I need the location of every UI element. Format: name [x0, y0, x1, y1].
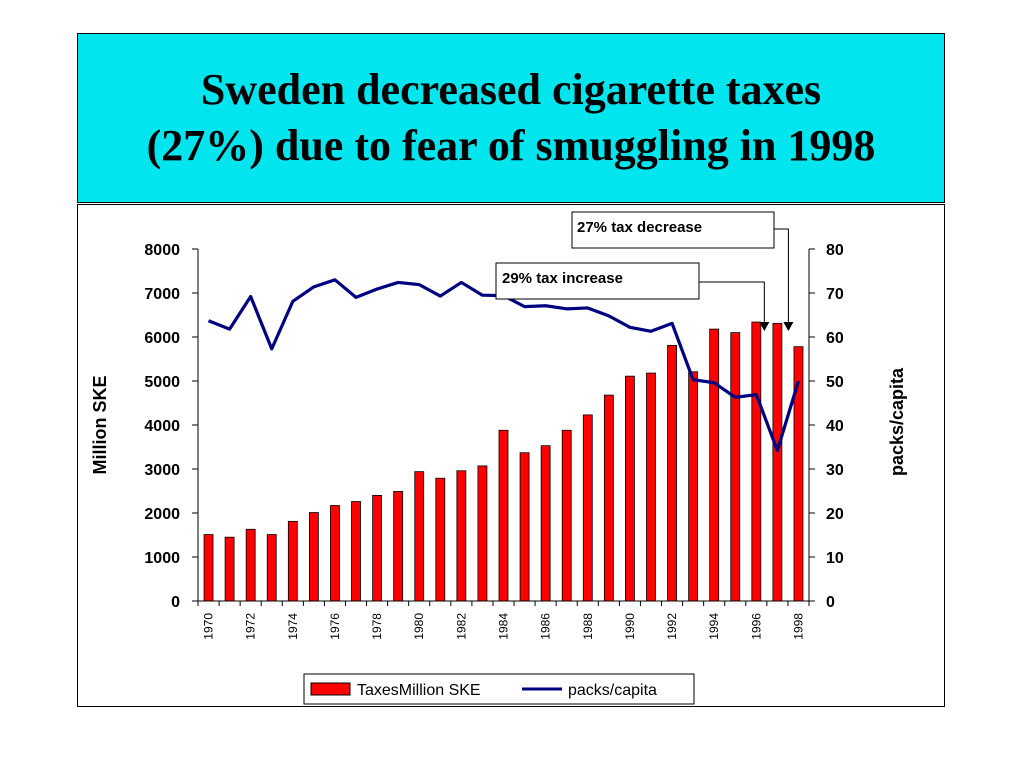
left-tick-label: 0 [171, 594, 180, 611]
x-tick-label: 1996 [749, 613, 763, 640]
bar-1993 [688, 371, 699, 602]
axes: 0 1000 2000 3000 4000 5000 6000 7000 8000 0 10 20 30… [90, 242, 907, 640]
annotation-arrow-decrease [783, 322, 794, 331]
annotation-leader-decrease [774, 228, 789, 322]
bar-1973 [266, 534, 277, 602]
right-tick-label: 40 [826, 418, 844, 435]
bar-1977 [351, 501, 361, 602]
bar-1970 [203, 534, 214, 602]
right-tick-label: 10 [826, 550, 844, 567]
x-tick-label: 1980 [412, 613, 426, 640]
bar-1992 [667, 344, 677, 602]
bar-1980 [414, 471, 425, 602]
right-tick-label: 50 [826, 374, 844, 391]
bar-1991 [646, 372, 656, 602]
bar-1979 [393, 491, 404, 602]
bar-1974 [287, 520, 298, 602]
left-tick-label: 4000 [144, 418, 180, 435]
legend-swatch-taxes [310, 682, 351, 696]
bar-1975 [308, 512, 319, 602]
x-tick-label: 1994 [707, 613, 721, 640]
right-tick-label: 0 [826, 594, 835, 611]
left-axis-title: Million SKE [90, 376, 110, 475]
bar-1976 [330, 505, 340, 602]
x-tick-label: 1976 [328, 613, 342, 640]
right-tick-label: 60 [826, 330, 844, 347]
left-tick-label: 1000 [144, 550, 180, 567]
x-tick-label: 1970 [202, 613, 216, 640]
annotation-text-decrease: 27% tax decrease [577, 219, 702, 236]
bar-1985 [519, 452, 530, 602]
left-tick-label: 8000 [144, 242, 180, 259]
bar-1988 [582, 414, 593, 602]
annotation-box-decrease [571, 211, 775, 249]
x-tick-label: 1978 [370, 613, 384, 640]
x-tick-label: 1972 [244, 613, 258, 640]
bar-series [203, 321, 804, 602]
x-tick-label: 1986 [539, 613, 553, 640]
left-tick-label: 2000 [144, 506, 180, 523]
title-banner: Sweden decreased cigarette taxes (27%) d… [77, 33, 945, 203]
right-axis-title: packs/capita [887, 367, 907, 476]
right-tick-label: 70 [826, 286, 844, 303]
title-line-1: Sweden decreased cigarette taxes [200, 65, 822, 114]
bar-1994 [709, 328, 720, 602]
bar-1995 [730, 332, 741, 602]
annotations: 27% tax decrease 29% tax increase [495, 211, 794, 331]
right-tick-label: 30 [826, 462, 844, 479]
x-tick-label: 1984 [497, 613, 511, 640]
bar-1996 [751, 321, 762, 602]
bar-1972 [245, 528, 256, 602]
bar-1997 [772, 322, 783, 602]
left-tick-label: 5000 [144, 374, 180, 391]
x-tick-label: 1988 [581, 613, 595, 640]
legend-label-taxes: TaxesMillion SKE [357, 682, 481, 699]
legend-box [303, 673, 695, 705]
bar-1986 [540, 445, 551, 602]
x-tick-label: 1990 [623, 613, 637, 640]
left-tick-label: 6000 [144, 330, 180, 347]
right-tick-label: 20 [826, 506, 844, 523]
legend-label-packs: packs/capita [568, 682, 657, 699]
title-line-2: (27%) due to fear of smuggling in 1998 [146, 121, 876, 170]
chart-panel: 0 1000 2000 3000 4000 5000 6000 7000 8000 0 10 20 30… [77, 204, 945, 707]
annotation-leader-increase [699, 281, 765, 322]
bar-1990 [625, 375, 635, 602]
annotation-box-increase [495, 262, 700, 300]
x-tick-label: 1992 [665, 613, 679, 640]
x-tick-label: 1998 [791, 613, 805, 640]
left-tick-label: 7000 [144, 286, 180, 303]
bar-1987 [561, 429, 572, 602]
left-tick-label: 3000 [144, 462, 180, 479]
bar-1971 [224, 536, 235, 602]
bar-1981 [435, 477, 446, 602]
annotation-arrow-increase [759, 322, 770, 331]
annotation-text-increase: 29% tax increase [502, 270, 623, 287]
combo-chart: 0 1000 2000 3000 4000 5000 6000 7000 8000 0 10 20 30… [90, 211, 907, 705]
x-tick-label: 1982 [454, 613, 468, 640]
bar-1982 [456, 470, 467, 602]
bar-1989 [603, 394, 614, 602]
legend: TaxesMillion SKE packs/capita [303, 673, 695, 705]
bar-1978 [372, 494, 382, 602]
x-tick-label: 1974 [286, 613, 300, 640]
bar-1984 [498, 429, 509, 602]
bar-1983 [477, 465, 488, 602]
right-tick-label: 80 [826, 242, 844, 259]
